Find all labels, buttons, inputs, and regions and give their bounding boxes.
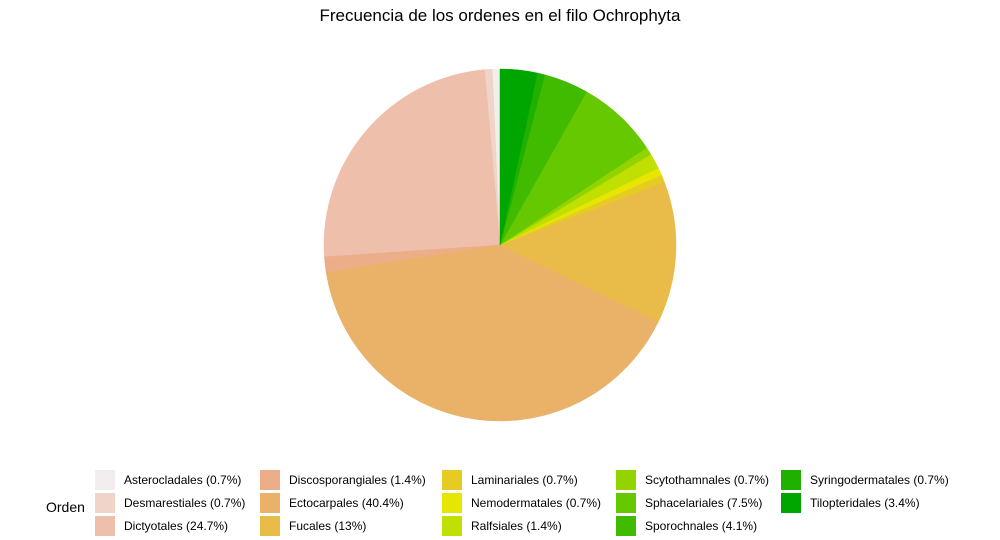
legend-item: Laminariales (0.7%): [442, 468, 601, 491]
legend: Orden Asterocladales (0.7%) Desmarestiale…: [40, 468, 1000, 540]
legend-label: Tilopteridales (3.4%): [810, 495, 920, 510]
legend-swatch: [616, 492, 636, 513]
legend-label: Dictyotales (24.7%): [124, 518, 229, 533]
legend-item: Ectocarpales (40.4%): [260, 491, 426, 514]
legend-label: Discosporangiales (1.4%): [289, 472, 426, 487]
legend-title: Orden: [46, 499, 85, 515]
legend-item: Sphacelariales (7.5%): [616, 491, 769, 514]
pie-slice-3: [323, 69, 501, 258]
pie-chart: [323, 68, 677, 422]
legend-label: Ectocarpales (40.4%): [289, 495, 404, 510]
legend-item: Asterocladales (0.7%): [95, 468, 245, 491]
legend-item: Nemodermatales (0.7%): [442, 491, 601, 514]
legend-item: Tilopteridales (3.4%): [781, 491, 949, 514]
legend-swatch: [781, 469, 801, 490]
legend-column: Laminariales (0.7%) Nemodermatales (0.7%)…: [442, 468, 601, 537]
legend-item: Syringodermatales (0.7%): [781, 468, 949, 491]
legend-label: Sporochnales (4.1%): [645, 518, 758, 533]
legend-label: Asterocladales (0.7%): [124, 472, 242, 487]
legend-swatch: [260, 515, 280, 536]
legend-item: Sporochnales (4.1%): [616, 514, 769, 537]
legend-label: Ralfsiales (1.4%): [471, 518, 562, 533]
legend-item: Ralfsiales (1.4%): [442, 514, 601, 537]
legend-item: Discosporangiales (1.4%): [260, 468, 426, 491]
legend-item: Fucales (13%): [260, 514, 426, 537]
legend-column: Discosporangiales (1.4%) Ectocarpales (40…: [260, 468, 426, 537]
legend-swatch: [260, 492, 280, 513]
legend-column: Asterocladales (0.7%) Desmarestiales (0.7…: [95, 468, 245, 537]
legend-swatch: [442, 469, 462, 490]
legend-swatch: [95, 469, 115, 490]
legend-swatch: [260, 469, 280, 490]
pie-slice-5: [325, 244, 659, 422]
legend-item: Dictyotales (24.7%): [95, 514, 245, 537]
legend-swatch: [442, 515, 462, 536]
legend-swatch: [781, 492, 801, 513]
legend-item: Scytothamnales (0.7%): [616, 468, 769, 491]
legend-label: Syringodermatales (0.7%): [810, 472, 949, 487]
legend-swatch: [95, 492, 115, 513]
legend-column: Syringodermatales (0.7%) Tilopteridales (…: [781, 468, 949, 514]
legend-label: Sphacelariales (7.5%): [645, 495, 763, 510]
legend-swatch: [95, 515, 115, 536]
pie-slice-6: [499, 181, 677, 322]
legend-label: Fucales (13%): [289, 518, 367, 533]
pie-slice-14: [499, 68, 538, 246]
legend-label: Nemodermatales (0.7%): [471, 495, 602, 510]
legend-label: Desmarestiales (0.7%): [124, 495, 246, 510]
legend-label: Scytothamnales (0.7%): [645, 472, 770, 487]
legend-column: Scytothamnales (0.7%) Sphacelariales (7.5…: [616, 468, 769, 537]
legend-swatch: [616, 515, 636, 536]
legend-label: Laminariales (0.7%): [471, 472, 578, 487]
chart-title: Frecuencia de los ordenes en el filo Och…: [319, 6, 681, 25]
legend-swatch: [442, 492, 462, 513]
legend-item: Desmarestiales (0.7%): [95, 491, 245, 514]
legend-swatch: [616, 469, 636, 490]
